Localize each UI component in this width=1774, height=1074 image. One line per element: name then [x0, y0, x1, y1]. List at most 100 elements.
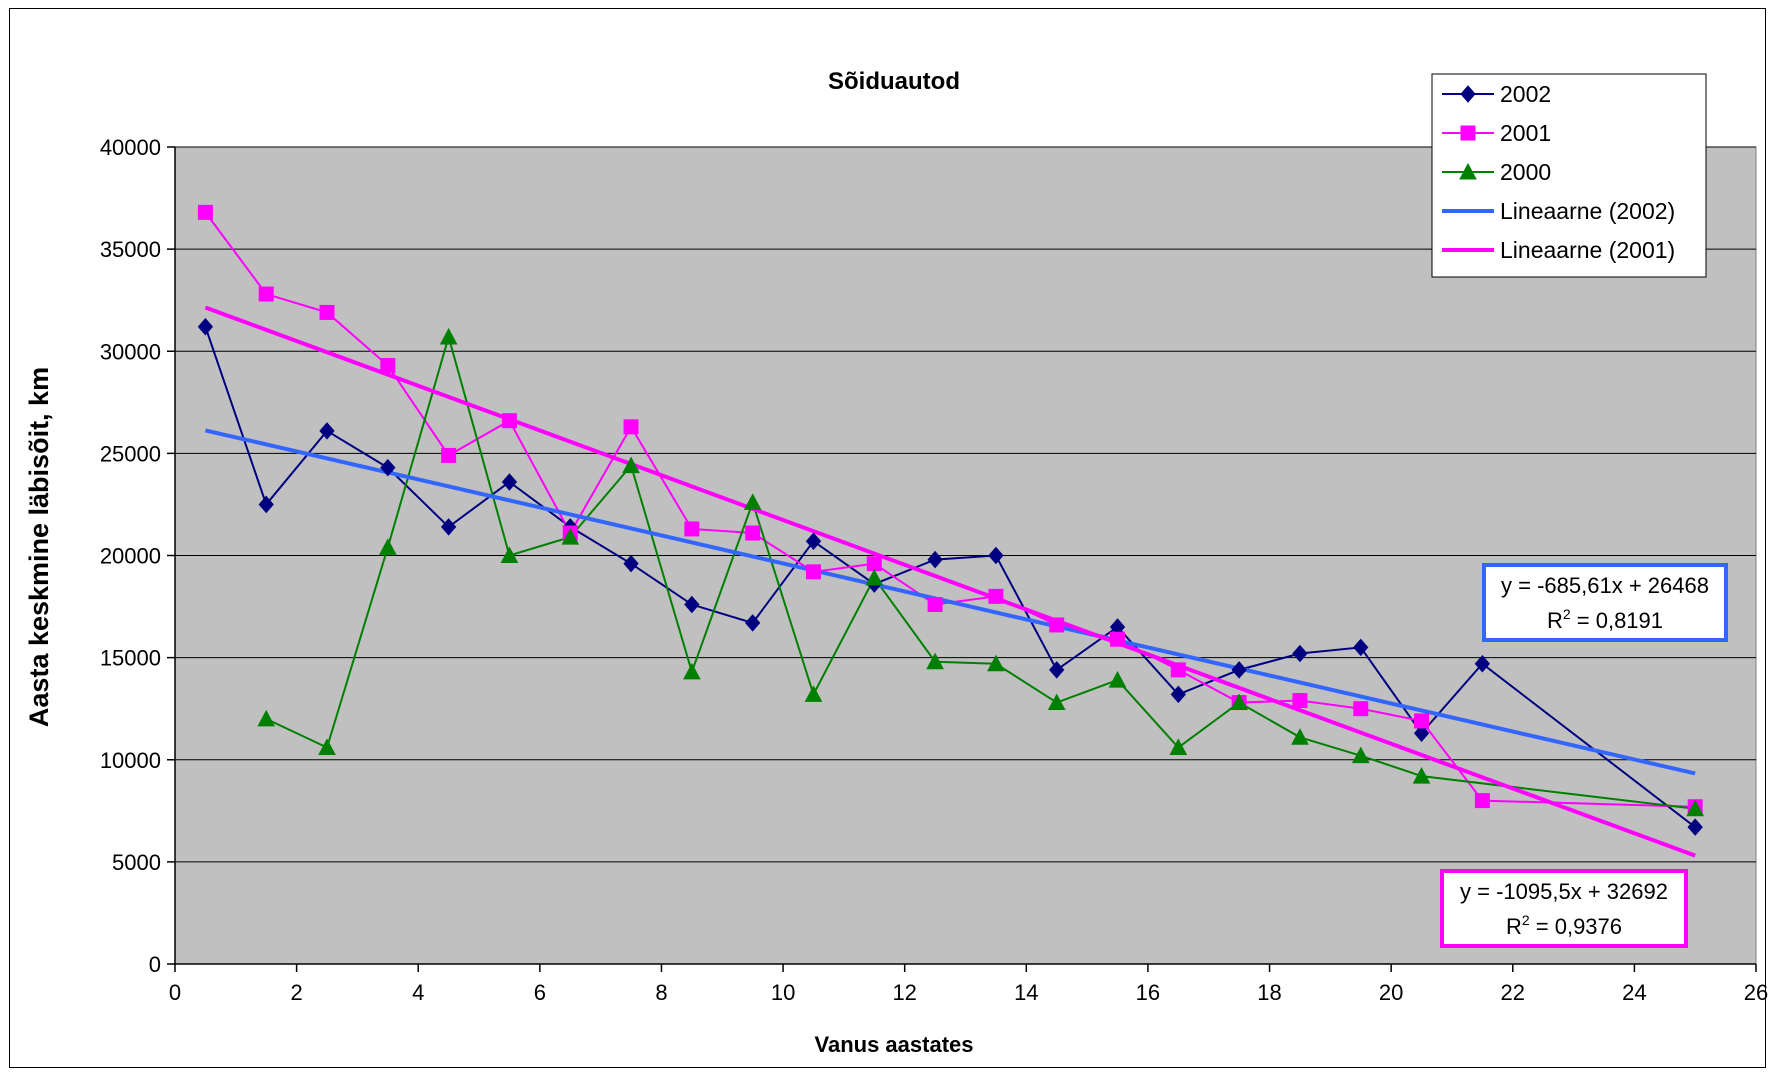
trendline-equation: y = -1095,5x + 32692 [1460, 879, 1668, 904]
data-point-2000 [439, 327, 458, 345]
data-point-2000 [683, 662, 701, 680]
data-point-2002 [1474, 654, 1491, 673]
data-point-2001 [319, 304, 335, 320]
x-tick-label: 22 [1501, 980, 1525, 1005]
y-tick-label: 5000 [112, 850, 161, 875]
legend-label: 2000 [1500, 159, 1551, 185]
data-point-2002 [197, 317, 214, 336]
data-point-2002 [805, 532, 822, 550]
data-point-2002 [501, 473, 518, 491]
y-tick-label: 15000 [100, 646, 161, 671]
r-squared-label: R2 = 0,8191 [1547, 606, 1663, 633]
data-point-2000 [1351, 746, 1370, 764]
data-point-2002 [1231, 661, 1247, 679]
x-tick-label: 12 [892, 980, 916, 1005]
data-point-2000 [1169, 738, 1188, 755]
data-point-2000 [1108, 671, 1127, 688]
y-tick-label: 20000 [100, 544, 161, 569]
data-point-2000 [1412, 767, 1431, 784]
data-point-2002 [1292, 644, 1308, 663]
data-point-2002 [623, 554, 639, 573]
data-point-2000 [622, 456, 640, 474]
x-tick-label: 24 [1622, 980, 1646, 1005]
x-tick-label: 8 [655, 980, 667, 1005]
data-point-2001 [1353, 701, 1369, 717]
data-point-2002 [258, 495, 274, 514]
data-point-2000 [987, 654, 1005, 672]
data-point-2000 [500, 546, 519, 563]
data-point-2000 [257, 709, 276, 727]
y-tick-label: 10000 [100, 748, 161, 773]
data-point-2001 [380, 358, 396, 374]
data-point-2001 [441, 447, 457, 463]
legend-label: Lineaarne (2001) [1500, 237, 1675, 263]
x-tick-label: 4 [412, 980, 424, 1005]
y-axis-title: Aasta keskmine läbisõit, km [24, 367, 54, 727]
y-tick-label: 35000 [100, 237, 161, 262]
legend: 2002 2001 2000 Lineaarne (2002) Lineaarne (2… [1431, 73, 1707, 278]
data-point-2000 [865, 568, 884, 586]
data-point-2001 [1474, 793, 1490, 809]
legend-label: 2001 [1500, 120, 1551, 146]
data-point-2002 [988, 546, 1004, 565]
trendline-Lineaarne (2001) [204, 305, 1696, 858]
data-point-2001 [1292, 693, 1308, 709]
x-axis-ticks: 0 2 4 6 8 10 12 14 16 18 20 22 24 26 [169, 964, 1768, 1005]
y-tick-label: 40000 [100, 135, 161, 160]
data-point-2001 [684, 521, 700, 537]
data-point-2001 [988, 588, 1004, 604]
r-squared-label: R2 = 0,9376 [1506, 912, 1622, 939]
data-point-2001 [1170, 662, 1186, 678]
equation-box [1482, 563, 1728, 642]
data-point-2002 [380, 458, 396, 477]
data-point-2002 [927, 550, 943, 569]
data-point-2002 [684, 595, 700, 614]
x-tick-label: 18 [1257, 980, 1281, 1005]
y-axis-ticks: 0 5000 10000 15000 20000 25000 30000 35000 40000 [100, 135, 175, 977]
data-point-2001 [501, 413, 517, 429]
equation-box [1440, 869, 1688, 948]
data-point-2000 [926, 652, 944, 670]
data-point-2002 [319, 422, 335, 440]
data-point-2001 [623, 419, 639, 435]
data-point-2001 [745, 525, 761, 541]
data-point-2000 [804, 685, 823, 702]
x-tick-label: 6 [534, 980, 546, 1005]
x-axis-title: Vanus aastates [815, 1032, 974, 1057]
data-point-2001 [197, 204, 213, 220]
x-tick-label: 14 [1014, 980, 1038, 1005]
legend-box [1431, 73, 1707, 278]
data-point-2002 [1413, 724, 1430, 742]
legend-label: 2002 [1500, 81, 1551, 107]
data-point-2001 [927, 597, 943, 613]
data-point-2000 [1047, 693, 1066, 711]
data-point-2001 [1414, 713, 1430, 729]
legend-marker [1460, 125, 1476, 141]
data-point-2001 [1049, 617, 1065, 633]
legend-label: Lineaarne (2002) [1500, 198, 1675, 224]
x-tick-label: 0 [169, 980, 181, 1005]
x-tick-label: 2 [290, 980, 302, 1005]
data-point-2001 [258, 286, 274, 302]
data-point-2002 [745, 614, 761, 632]
legend-marker [1459, 162, 1477, 180]
data-point-2001 [1110, 631, 1126, 647]
data-point-2000 [561, 528, 580, 545]
x-tick-label: 26 [1744, 980, 1768, 1005]
data-point-2000 [1291, 728, 1309, 745]
data-point-2002 [1353, 638, 1369, 657]
series-layer [197, 204, 1705, 858]
data-point-2002 [1687, 818, 1703, 836]
data-point-2000 [743, 493, 762, 510]
trendline-equations: y = -685,61x + 26468 R2 = 0,8191 y = -1095… [1440, 563, 1728, 948]
data-point-2002 [1170, 685, 1186, 704]
data-point-2000 [1686, 799, 1705, 817]
trendline-Lineaarne (2002) [204, 428, 1696, 776]
x-tick-label: 10 [771, 980, 795, 1005]
y-tick-label: 0 [149, 952, 161, 977]
x-tick-label: 16 [1136, 980, 1160, 1005]
y-tick-label: 25000 [100, 441, 161, 466]
x-tick-label: 20 [1379, 980, 1403, 1005]
data-point-2001 [866, 556, 882, 572]
